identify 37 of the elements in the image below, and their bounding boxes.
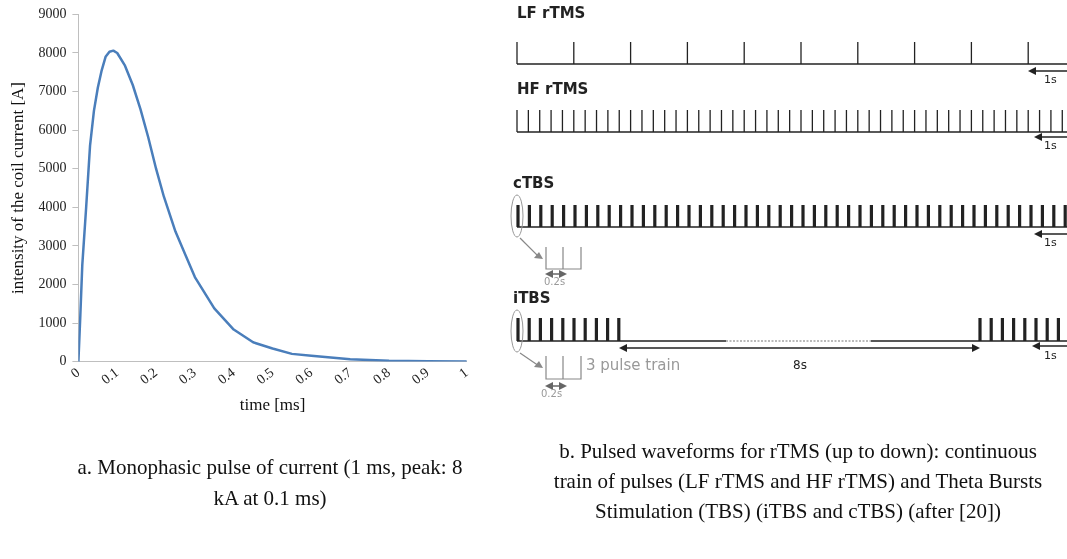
text: 3 pulse train: [586, 356, 681, 374]
y-tick-label: 6000: [38, 121, 67, 137]
y-tick-label: 2000: [38, 276, 67, 292]
x-tick-label: 0.7: [331, 364, 355, 388]
y-axis-title: intensity of the coil current [A]: [7, 82, 27, 294]
x-tick-label: 0.1: [98, 364, 122, 388]
text: b. Pulsed waveforms for rTMS (up to down): continuous train of pulses (LF rTMS and HF rTMS) and Theta Bursts Stimulation (TBS) (iTBS and cTBS) (after [20]): [552, 438, 1044, 525]
x-tick-label: 0.9: [408, 364, 432, 388]
text: 0.2s: [541, 388, 563, 399]
x-tick-label: 0.8: [370, 364, 394, 388]
text: HF rTMS: [517, 80, 589, 98]
x-tick-label: 0.5: [253, 364, 277, 388]
y-tick-label: 3000: [38, 237, 67, 253]
text: 1s: [1044, 73, 1057, 86]
text: a. Monophasic pulse of current (1 ms, peak: 8 kA at 0.1 ms): [76, 454, 464, 512]
y-tick-label: 1000: [38, 314, 67, 330]
text: 1s: [1044, 139, 1057, 152]
text: iTBS: [513, 289, 551, 307]
y-tick-label: 7000: [38, 83, 67, 99]
x-tick-label: 0.4: [214, 364, 238, 388]
y-tick-label: 0: [59, 353, 67, 369]
y-tick-label: 8000: [38, 44, 67, 60]
x-tick-label: 0.3: [175, 364, 199, 388]
x-tick-label: 0.2: [137, 364, 161, 388]
x-axis-title: time [ms]: [239, 395, 306, 415]
text: 1s: [1044, 349, 1057, 362]
text: 1s: [1044, 236, 1057, 249]
text: LF rTMS: [517, 4, 586, 22]
text: 8s: [793, 358, 807, 372]
y-tick-label: 5000: [38, 160, 67, 176]
y-tick-label: 4000: [38, 198, 67, 214]
text: 0.2s: [544, 276, 566, 287]
x-tick-label: 0: [67, 364, 83, 381]
y-tick-label: 9000: [38, 6, 67, 22]
text: cTBS: [513, 174, 555, 192]
x-tick-label: 1: [456, 364, 471, 381]
x-tick-label: 0.6: [292, 364, 316, 388]
